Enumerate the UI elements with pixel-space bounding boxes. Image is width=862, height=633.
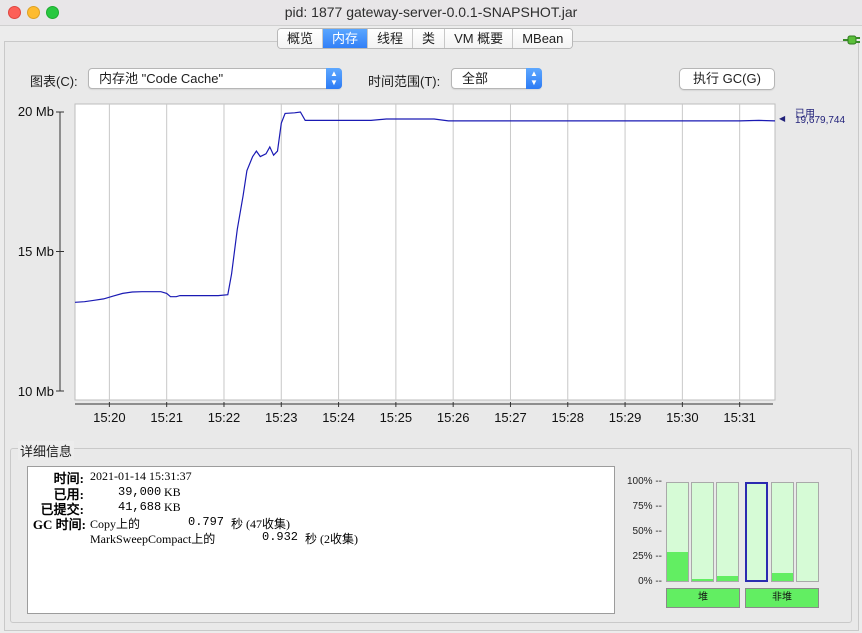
heap-pool-bar[interactable]	[716, 482, 739, 582]
nonheap-pool-bar[interactable]	[796, 482, 819, 582]
pct-label: 50% --	[632, 526, 662, 537]
x-tick-label: 15:24	[322, 410, 355, 425]
gc-row-name: MarkSweepCompact上的	[90, 532, 216, 546]
committed-value: 41,688	[118, 500, 162, 514]
tab-memory[interactable]: 内存	[323, 29, 369, 48]
x-tick-label: 15:21	[150, 410, 183, 425]
x-tick-label: 15:23	[264, 410, 298, 425]
heap-pool-bar[interactable]	[691, 482, 714, 582]
x-tick-label: 15:22	[207, 410, 241, 425]
used-unit: KB	[164, 485, 181, 499]
used-value: 39,000	[118, 485, 162, 499]
plot-area	[74, 103, 776, 401]
tab-vm-summary[interactable]: VM 概要	[445, 29, 514, 48]
x-tick-label: 15:27	[494, 410, 527, 425]
gc-row-count: (47收集)	[246, 517, 290, 531]
x-tick-label: 15:31	[723, 410, 756, 425]
x-tick-label: 15:30	[666, 410, 699, 425]
pct-label: 25% --	[632, 551, 662, 562]
legend-series-value: 19,679,744	[795, 115, 846, 126]
nonheap-pool-bar-selected[interactable]	[745, 482, 768, 582]
time-range-value: 全部	[462, 71, 489, 86]
y-tick-label: 10 Mb	[17, 384, 54, 399]
chart-selector-label: 图表(C):	[30, 74, 78, 89]
close-window-button[interactable]	[8, 6, 21, 19]
legend-marker-icon: ◀	[779, 114, 786, 123]
gc-row-unit: 秒	[231, 517, 244, 531]
chart-selector-combo[interactable]: 内存池 "Code Cache" ▲ ▼	[88, 68, 342, 89]
tab-bar: 概览 内存 线程 类 VM 概要 MBean	[277, 28, 574, 49]
x-tick-label: 15:29	[608, 410, 642, 425]
time-range-label: 时间范围(T):	[368, 74, 441, 89]
heap-pool-bar[interactable]	[666, 482, 689, 582]
tab-threads[interactable]: 线程	[368, 29, 414, 48]
heap-group-button[interactable]: 堆	[666, 588, 740, 608]
committed-label: 已提交:	[40, 502, 84, 517]
pool-fill	[667, 551, 688, 581]
minimize-window-button[interactable]	[27, 6, 40, 19]
y-tick-label: 20 Mb	[17, 104, 54, 119]
connection-plug-icon	[843, 35, 860, 45]
pct-label: 0% --	[638, 576, 662, 587]
gc-row-seconds: 0.797	[188, 515, 225, 529]
used-label: 已用:	[53, 487, 84, 502]
nonheap-group-button[interactable]: 非堆	[745, 588, 819, 608]
gc-row-count: (2收集)	[320, 532, 358, 546]
gc-row-name: Copy上的	[90, 517, 141, 531]
window-title: pid: 1877 gateway-server-0.0.1-SNAPSHOT.…	[284, 4, 578, 20]
committed-unit: KB	[164, 500, 181, 514]
gc-row-seconds: 0.932	[262, 530, 299, 544]
legend-series-name: 已用	[795, 109, 815, 120]
chevron-updown-icon: ▲ ▼	[526, 68, 542, 89]
details-frame	[10, 448, 852, 623]
x-tick-label: 15:26	[436, 410, 470, 425]
y-tick-label: 15 Mb	[17, 244, 54, 259]
chevron-updown-icon: ▲ ▼	[326, 68, 342, 89]
x-tick-label: 15:20	[93, 410, 126, 425]
time-value: 2021-01-14 15:31:37	[90, 469, 192, 483]
title-bar: pid: 1877 gateway-server-0.0.1-SNAPSHOT.…	[0, 0, 862, 26]
x-tick-label: 15:25	[379, 410, 413, 425]
pct-label: 100% --	[626, 476, 662, 487]
tab-overview[interactable]: 概览	[278, 29, 324, 48]
pct-label: 75% --	[632, 501, 662, 512]
details-section-title: 详细信息	[18, 441, 75, 460]
tab-mbean[interactable]: MBean	[513, 29, 573, 48]
details-box: 时间: 2021-01-14 15:31:37 已用: 39,000 KB 已提…	[27, 466, 615, 614]
pool-fill	[692, 579, 713, 581]
gc-time-label: GC 时间:	[32, 517, 86, 532]
memory-chart	[56, 103, 776, 407]
time-label: 时间:	[53, 471, 84, 486]
perform-gc-button[interactable]: 执行 GC(G)	[679, 68, 775, 90]
chart-selector-value: 内存池 "Code Cache"	[99, 71, 224, 86]
maximize-window-button[interactable]	[46, 6, 59, 19]
x-tick-label: 15:28	[551, 410, 585, 425]
pool-fill	[772, 573, 793, 581]
series-line-used	[74, 111, 776, 303]
nonheap-pool-bar[interactable]	[771, 482, 794, 582]
tab-classes[interactable]: 类	[413, 29, 446, 48]
time-range-combo[interactable]: 全部 ▲ ▼	[451, 68, 542, 89]
pool-fill	[717, 576, 738, 581]
gc-row-unit: 秒	[305, 532, 318, 546]
